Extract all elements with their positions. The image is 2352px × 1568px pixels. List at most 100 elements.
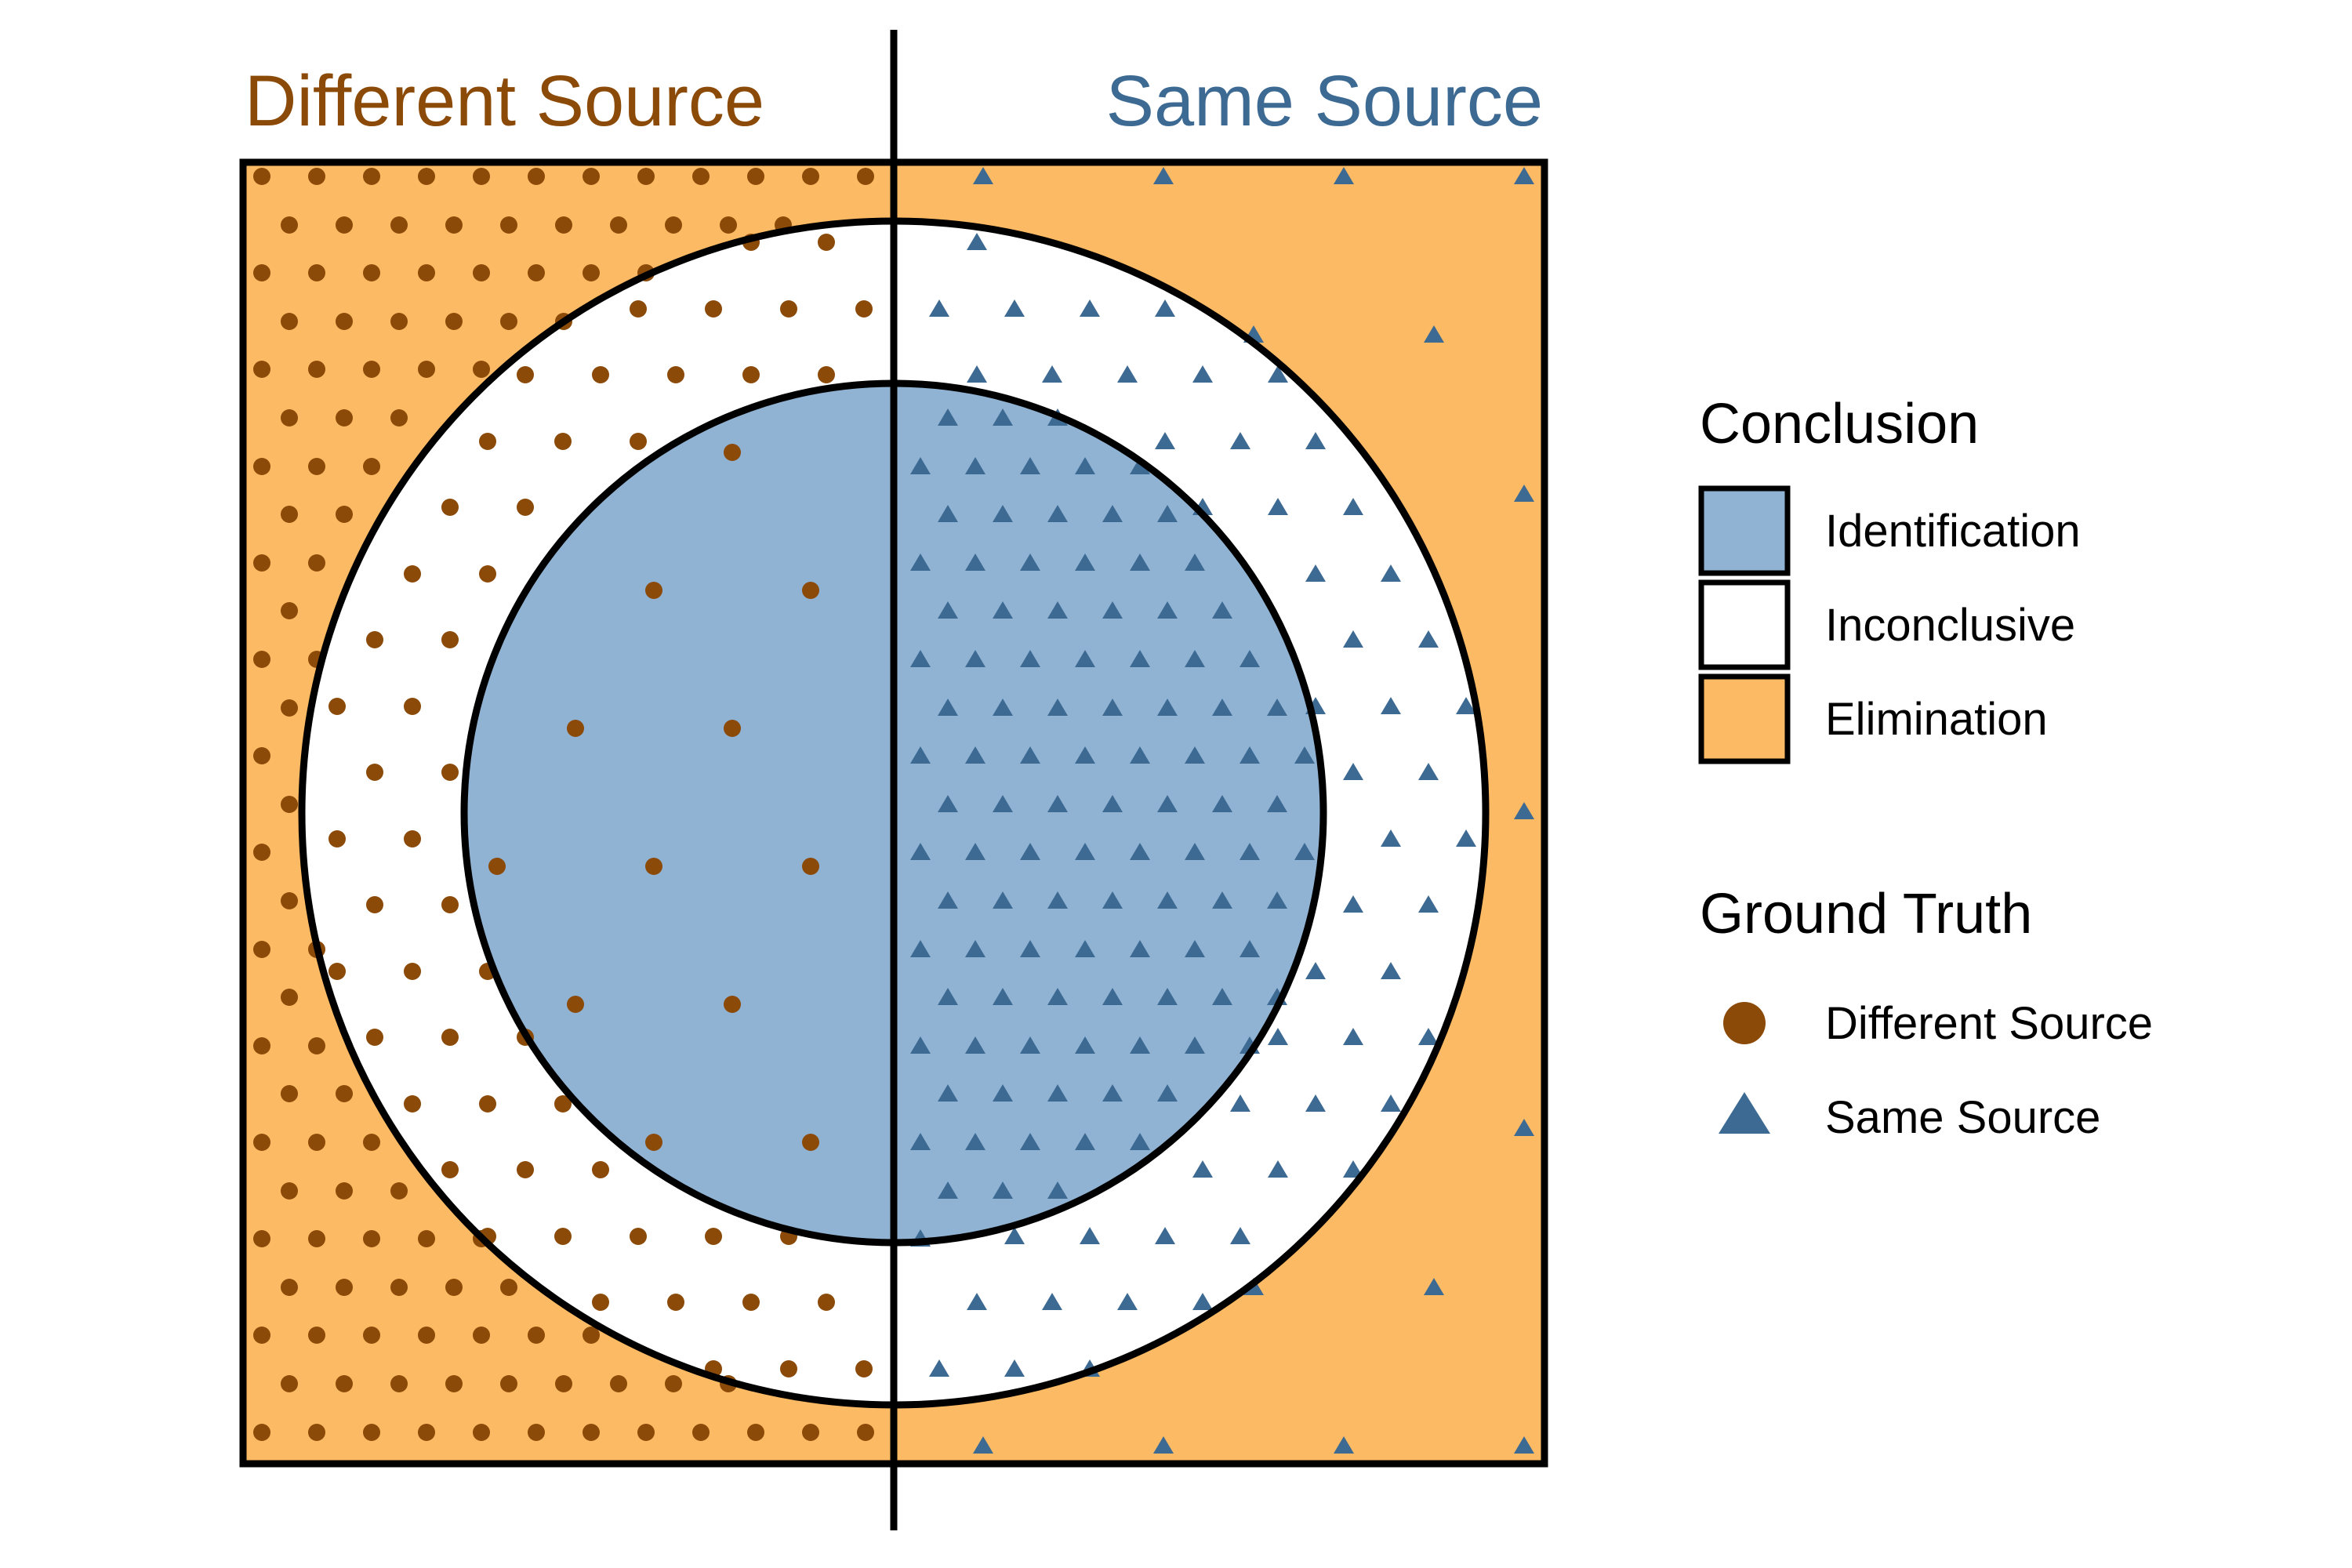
different-source-marker bbox=[441, 1029, 459, 1046]
same-source-marker bbox=[1102, 988, 1123, 1005]
different-source-marker bbox=[418, 361, 435, 378]
same-source-marker bbox=[1230, 432, 1250, 449]
different-source-marker bbox=[390, 1182, 408, 1200]
different-source-marker bbox=[363, 361, 380, 378]
different-source-marker bbox=[363, 1424, 380, 1441]
different-source-marker bbox=[528, 168, 545, 185]
different-source-marker bbox=[692, 1424, 710, 1441]
different-source-marker bbox=[336, 313, 353, 330]
same-source-marker bbox=[967, 365, 987, 383]
different-source-marker bbox=[802, 1134, 819, 1151]
different-source-marker bbox=[253, 651, 270, 668]
same-source-marker bbox=[1268, 1028, 1288, 1045]
different-source-marker bbox=[747, 168, 764, 185]
different-source-marker bbox=[554, 1095, 572, 1112]
same-source-marker bbox=[1047, 795, 1068, 812]
same-source-marker bbox=[1004, 1227, 1025, 1244]
same-source-marker bbox=[1240, 940, 1260, 957]
different-source-marker bbox=[517, 366, 534, 383]
different-source-marker bbox=[857, 168, 874, 185]
same-source-marker bbox=[910, 940, 931, 957]
different-source-marker bbox=[336, 1375, 353, 1392]
same-source-marker bbox=[1130, 457, 1150, 474]
same-source-marker bbox=[1268, 365, 1288, 383]
different-source-marker bbox=[473, 1424, 490, 1441]
same-source-marker bbox=[1343, 1160, 1363, 1178]
same-source-marker bbox=[1004, 1359, 1025, 1377]
different-source-marker bbox=[404, 565, 421, 583]
different-source-marker bbox=[366, 896, 383, 913]
different-source-marker bbox=[366, 764, 383, 781]
different-source-marker bbox=[336, 1085, 353, 1102]
same-source-marker bbox=[1075, 1133, 1095, 1150]
different-source-marker bbox=[308, 458, 325, 475]
different-source-marker bbox=[308, 264, 325, 281]
different-source-marker bbox=[724, 720, 741, 737]
same-source-marker bbox=[1130, 746, 1150, 764]
same-source-marker bbox=[1117, 365, 1138, 383]
same-source-marker bbox=[938, 1181, 958, 1199]
same-source-marker bbox=[1424, 1278, 1444, 1295]
same-source-marker bbox=[1192, 1293, 1213, 1310]
different-source-marker bbox=[336, 1182, 353, 1200]
different-source-marker bbox=[253, 168, 270, 185]
same-source-marker bbox=[1020, 554, 1040, 571]
same-source-marker bbox=[967, 1293, 987, 1310]
different-source-marker bbox=[445, 1279, 463, 1296]
same-source-marker bbox=[1130, 554, 1150, 571]
same-source-marker bbox=[965, 554, 985, 571]
same-source-marker bbox=[993, 988, 1013, 1005]
same-source-marker bbox=[1004, 299, 1025, 317]
different-source-marker bbox=[390, 313, 408, 330]
same-source-marker bbox=[1075, 940, 1095, 957]
different-source-marker bbox=[517, 499, 534, 516]
different-source-marker bbox=[665, 216, 682, 234]
different-source-marker bbox=[583, 168, 600, 185]
same-source-marker bbox=[938, 891, 958, 909]
different-source-marker bbox=[473, 361, 490, 378]
same-source-marker bbox=[1267, 891, 1287, 909]
same-source-marker bbox=[1185, 746, 1205, 764]
different-source-marker bbox=[281, 313, 298, 330]
different-source-marker bbox=[253, 1424, 270, 1441]
same-source-marker bbox=[1514, 1119, 1534, 1136]
same-source-marker bbox=[1212, 795, 1232, 812]
different-source-marker bbox=[818, 1294, 835, 1311]
same-source-marker bbox=[973, 1436, 993, 1454]
same-source-marker bbox=[1381, 962, 1401, 979]
different-source-marker bbox=[554, 433, 572, 450]
different-source-marker bbox=[747, 1424, 764, 1441]
same-source-marker bbox=[1212, 601, 1232, 619]
same-source-marker bbox=[1102, 505, 1123, 522]
same-source-marker bbox=[1305, 962, 1326, 979]
different-source-marker bbox=[855, 300, 873, 318]
same-source-marker bbox=[1305, 564, 1326, 582]
same-source-marker bbox=[1418, 630, 1439, 648]
different-source-marker bbox=[705, 300, 722, 318]
same-source-marker bbox=[1157, 699, 1178, 716]
different-source-marker bbox=[592, 1294, 609, 1311]
same-source-marker bbox=[993, 505, 1013, 522]
same-source-marker bbox=[965, 650, 985, 667]
same-source-marker bbox=[1075, 650, 1095, 667]
same-source-marker bbox=[1157, 988, 1178, 1005]
same-source-marker bbox=[1343, 1028, 1363, 1045]
same-source-marker bbox=[1075, 843, 1095, 860]
different-source-marker bbox=[855, 1360, 873, 1377]
same-source-marker bbox=[1080, 299, 1100, 317]
different-source-marker bbox=[308, 1327, 325, 1344]
same-source-marker bbox=[1240, 650, 1260, 667]
same-source-marker bbox=[1294, 843, 1315, 860]
same-source-marker bbox=[993, 891, 1013, 909]
same-source-marker bbox=[1020, 940, 1040, 957]
same-source-marker bbox=[938, 505, 958, 522]
different-source-marker bbox=[637, 168, 655, 185]
same-source-marker bbox=[1020, 457, 1040, 474]
different-source-marker bbox=[742, 1294, 760, 1311]
same-source-marker bbox=[965, 1133, 985, 1150]
different-source-marker bbox=[528, 1327, 545, 1344]
different-source-marker bbox=[281, 1085, 298, 1102]
same-source-marker bbox=[929, 299, 949, 317]
same-source-marker bbox=[910, 650, 931, 667]
